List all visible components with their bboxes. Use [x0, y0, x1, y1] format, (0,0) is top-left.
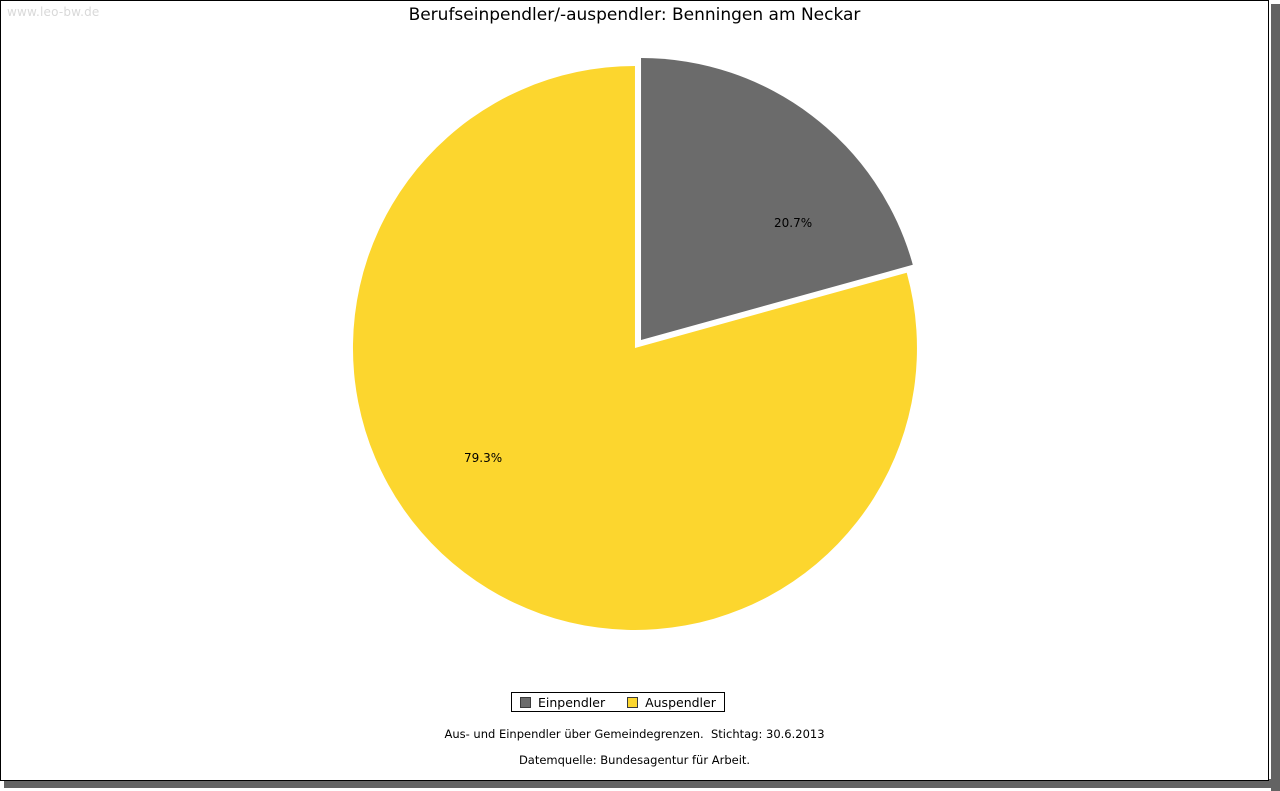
chart-canvas: www.leo-bw.de Berufseinpendler/-auspendl… — [0, 0, 1269, 781]
canvas-shadow-right — [1271, 4, 1280, 791]
pie-chart: 20.7% 79.3% — [350, 57, 926, 631]
pie-label-einpendler: 20.7% — [774, 216, 813, 230]
legend-swatch-auspendler-icon — [627, 696, 639, 708]
pie-label-auspendler: 79.3% — [464, 451, 503, 465]
footnote-data-source: Datemquelle: Bundesagentur für Arbeit. — [518, 753, 751, 767]
pie-slices — [352, 58, 917, 630]
pie-slice-einpendler[interactable] — [641, 58, 913, 341]
legend-label-einpendler: Einpendler — [538, 694, 606, 710]
pie-svg — [352, 58, 917, 630]
legend-item-auspendler[interactable]: Auspendler — [627, 695, 716, 710]
legend: Einpendler Auspendler — [511, 692, 725, 712]
legend-label-auspendler: Auspendler — [645, 694, 716, 710]
chart-title: Berufseinpendler/-auspendler: Benningen … — [408, 5, 861, 25]
legend-swatch-einpendler-icon — [520, 696, 531, 708]
footnote-source-date: Aus- und Einpendler über Gemeindegrenzen… — [444, 727, 825, 741]
canvas-shadow-bottom — [4, 779, 1280, 788]
legend-item-einpendler[interactable]: Einpendler — [520, 695, 605, 710]
pie-slice-auspendler[interactable] — [352, 65, 917, 630]
watermark: www.leo-bw.de — [7, 5, 100, 19]
